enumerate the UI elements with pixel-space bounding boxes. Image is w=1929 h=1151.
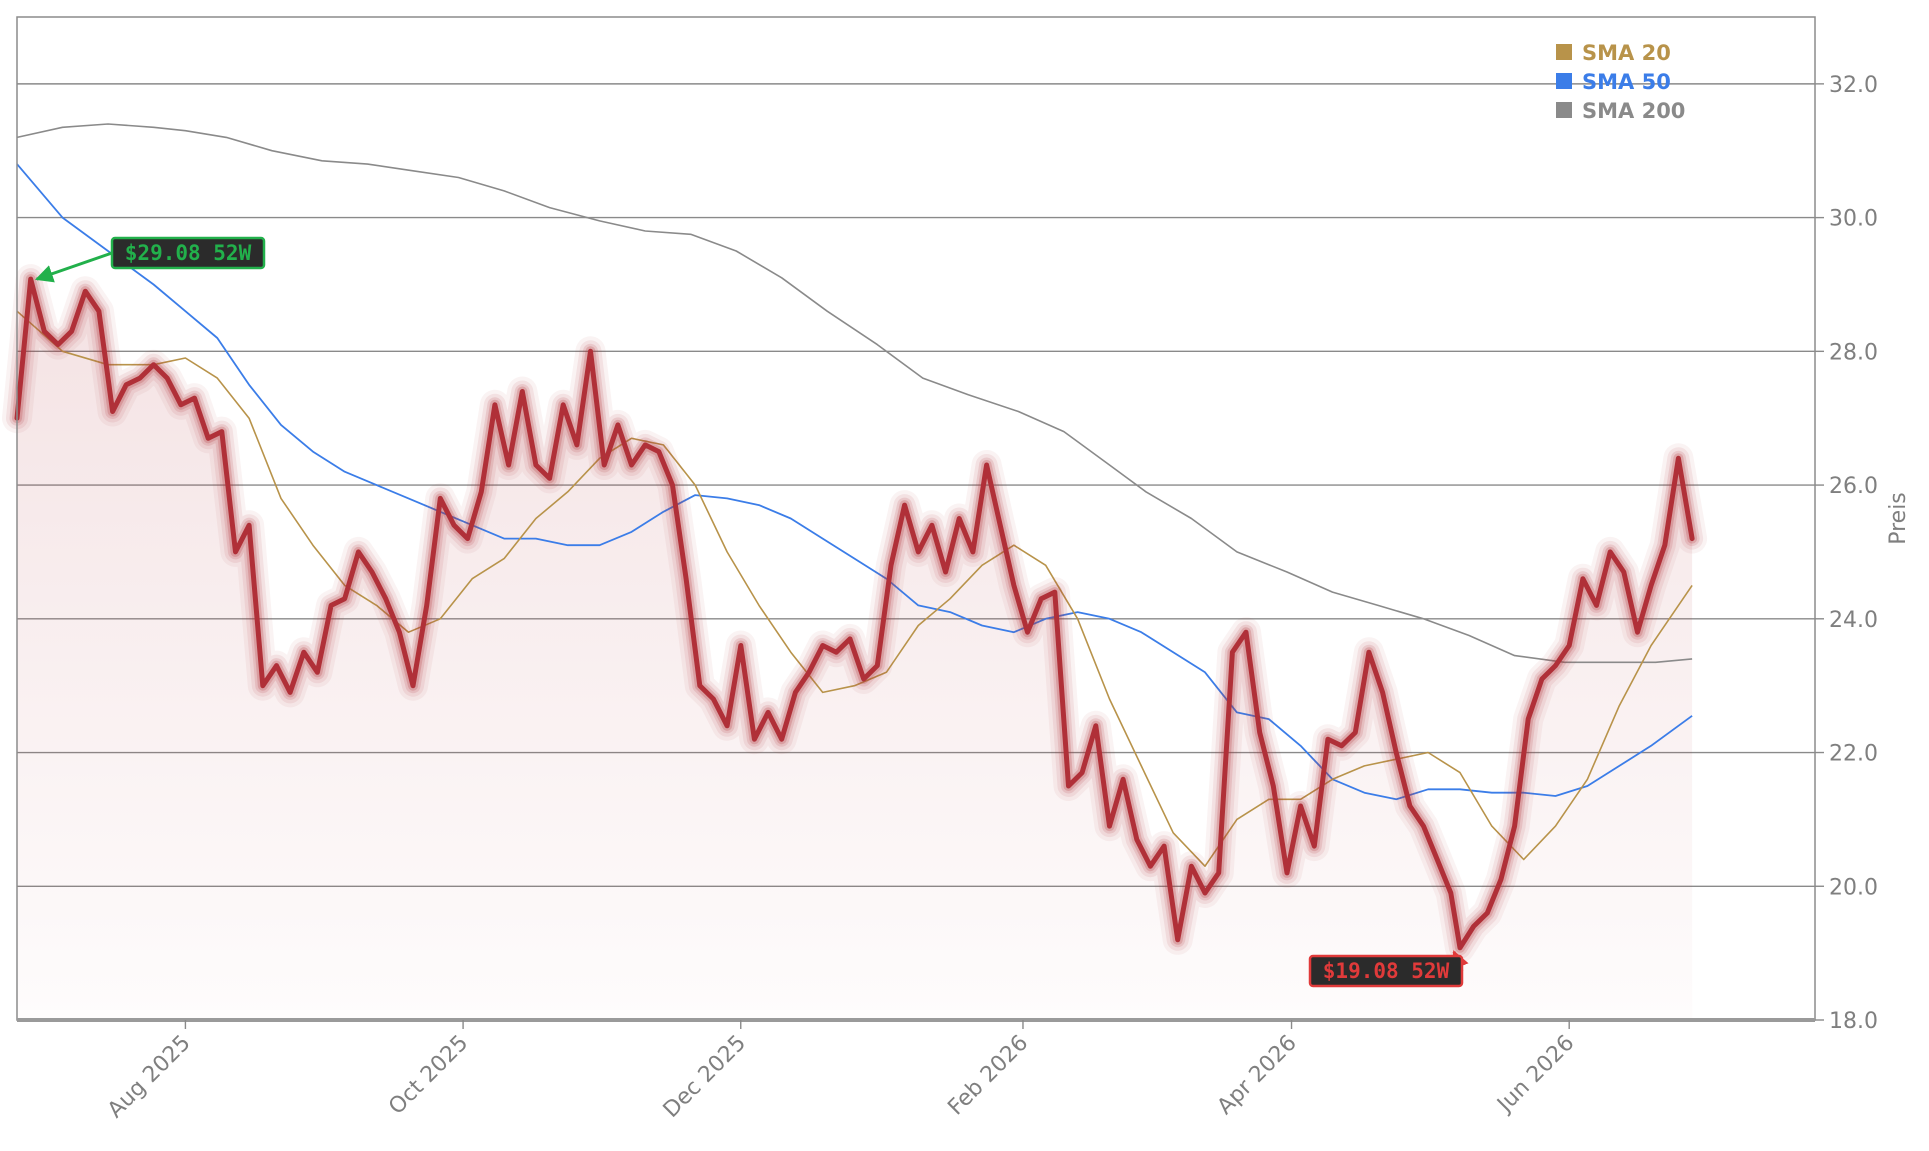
y-tick-label: 24.0 [1829, 608, 1878, 633]
legend-label: SMA 200 [1582, 99, 1685, 123]
price-line-group [2, 264, 1708, 963]
sma-lines [16, 123, 1693, 867]
y-tick-label: 20.0 [1829, 875, 1878, 900]
y-tick-label: 32.0 [1829, 73, 1878, 98]
x-tick-label: Oct 2025 [384, 1031, 473, 1120]
legend: SMA 20 SMA 50 SMA 200 [1556, 41, 1685, 123]
y-tick-label: 28.0 [1829, 340, 1878, 365]
price-line [14, 276, 1695, 951]
high-annotation: $29.08 52W [34, 236, 266, 283]
annotation-arrow [34, 251, 113, 283]
annotation-box [1308, 954, 1464, 988]
sma-20-line [16, 310, 1693, 867]
x-tick-label: Feb 2026 [943, 1031, 1033, 1121]
x-axis-ticks: Aug 2025 Oct 2025 Dec 2025 Feb 2026 Apr 2026… [103, 1020, 1579, 1123]
annotations: $29.08 52W $19.08 52W [34, 236, 1469, 988]
price-area-fill [17, 279, 1693, 1021]
sma-50-line [16, 163, 1693, 801]
y-tick-label: 30.0 [1829, 207, 1878, 232]
sma-200-line [16, 123, 1693, 664]
annotation-label: $29.08 52W [125, 241, 252, 265]
y-tick-label: 18.0 [1829, 1009, 1878, 1034]
x-tick-label: Jun 2026 [1492, 1031, 1580, 1119]
y-axis-label: Preis [1886, 492, 1911, 545]
legend-label: SMA 20 [1582, 41, 1671, 65]
y-tick-label: 22.0 [1829, 742, 1878, 767]
low-annotation: $19.08 52W [1308, 950, 1469, 988]
x-tick-label: Dec 2025 [659, 1031, 751, 1123]
legend-swatch [1556, 73, 1572, 89]
y-tick-label: 26.0 [1829, 474, 1878, 499]
annotation-box [110, 236, 266, 270]
legend-swatch [1556, 44, 1572, 60]
y-axis-ticks: 18.0 20.0 22.0 24.0 26.0 28.0 30.0 32.0 [1815, 73, 1878, 1034]
legend-swatch [1556, 102, 1572, 118]
legend-label: SMA 50 [1582, 70, 1671, 94]
x-tick-label: Aug 2025 [103, 1031, 196, 1124]
x-tick-label: Apr 2026 [1213, 1031, 1302, 1120]
annotation-label: $19.08 52W [1323, 959, 1450, 983]
